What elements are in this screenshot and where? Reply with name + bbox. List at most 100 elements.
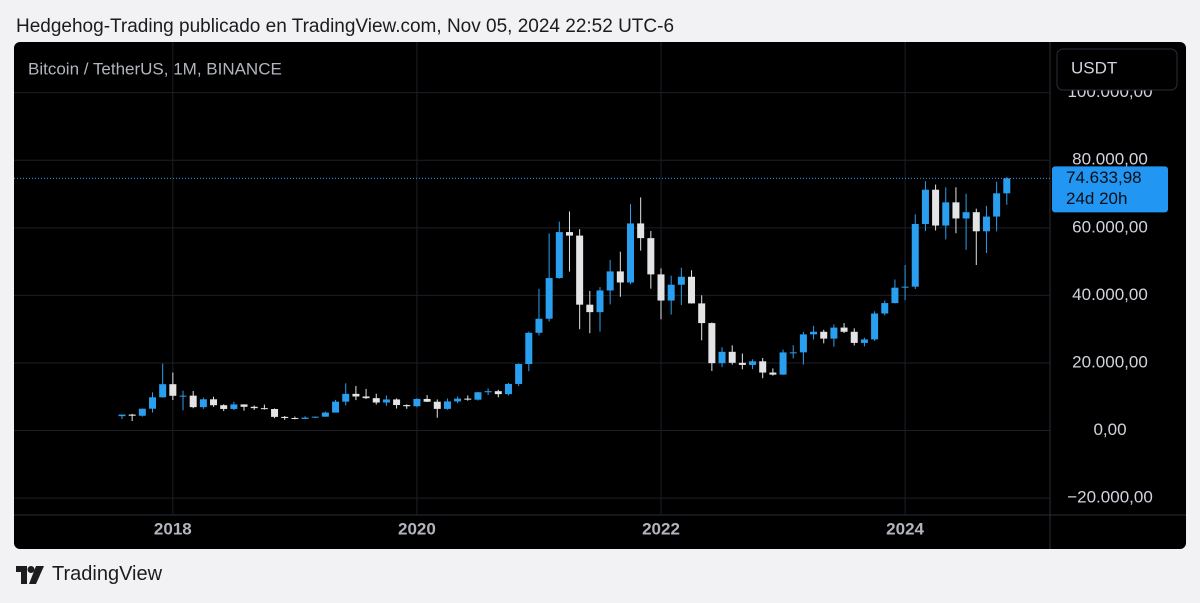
x-tick-label: 2024: [886, 519, 924, 538]
x-tick-label: 2020: [398, 519, 436, 538]
candle-body: [362, 396, 370, 399]
candle-body: [698, 303, 706, 324]
candle-body: [271, 409, 279, 417]
candle-body: [810, 331, 818, 335]
chart-panel: [14, 42, 1186, 549]
y-tick-label: −20.000,00: [1067, 488, 1153, 507]
candle-body: [372, 398, 380, 403]
last-price-box: [1052, 166, 1168, 213]
candle-body: [576, 235, 584, 305]
candle-body: [250, 406, 258, 409]
candle-body: [474, 392, 482, 400]
candle-body: [667, 284, 675, 301]
candle-body: [993, 193, 1001, 217]
candle-body: [260, 408, 268, 410]
y-tick-label: 0,00: [1093, 420, 1126, 439]
candle-body: [159, 384, 167, 398]
candle-body: [769, 372, 777, 375]
candle-body: [830, 327, 838, 339]
candle-body: [535, 318, 543, 333]
candle-body: [657, 274, 665, 301]
last-price-label: 74.633,98: [1066, 168, 1142, 187]
candle-body: [606, 271, 614, 291]
candle-body: [504, 383, 512, 395]
candle-body: [199, 399, 207, 408]
candle-body: [230, 404, 238, 409]
candle-body: [789, 352, 797, 354]
candle-body: [779, 352, 787, 375]
candle-body: [413, 398, 421, 407]
candle-body: [738, 362, 746, 365]
candle-body: [627, 223, 634, 283]
candle-body: [321, 412, 329, 417]
candle-body: [281, 416, 289, 419]
y-tick-label: 100.000,00: [1067, 82, 1152, 101]
candle-body: [982, 216, 990, 232]
brand-name: TradingView: [52, 563, 163, 585]
candle-body: [342, 393, 350, 402]
plot-area: −20.000,00 0,00 20.000,00 40.000,00 60.000,0…: [14, 42, 1153, 538]
candle-body: [972, 212, 980, 232]
x-tick-label: 2022: [642, 519, 680, 538]
currency-button[interactable]: [1056, 48, 1178, 91]
candle-body: [169, 384, 177, 396]
candle-body: [871, 313, 879, 340]
candle-body: [393, 399, 401, 406]
candle-body: [759, 361, 767, 373]
candle-body: [311, 416, 319, 418]
candle-body: [565, 232, 573, 236]
candle-body: [149, 397, 157, 409]
candle-body: [443, 401, 451, 409]
candle-body: [647, 238, 655, 275]
candle-body: [1003, 178, 1011, 194]
candle-body: [728, 351, 736, 363]
candle-body: [179, 395, 187, 397]
candle-body: [525, 332, 533, 364]
candle-body: [484, 391, 492, 393]
candle-body: [942, 202, 950, 226]
candle-body: [291, 418, 299, 420]
x-tick-label: 2018: [154, 519, 192, 538]
countdown-label: 24d 20h: [1066, 189, 1127, 208]
candle-body: [515, 363, 523, 384]
candle-body: [677, 276, 685, 285]
candle-body: [403, 405, 411, 407]
candle-body: [220, 405, 228, 409]
candle-body: [210, 399, 218, 406]
candle-body: [464, 398, 472, 400]
candle-body: [454, 398, 462, 402]
symbol-title: Bitcoin / TetherUS, 1M, BINANCE: [28, 59, 282, 78]
candle-body: [616, 271, 624, 283]
candle-body: [596, 290, 604, 313]
candle-body: [921, 189, 929, 225]
candle-body: [891, 287, 899, 304]
candle-body: [840, 327, 848, 332]
candle-body: [932, 189, 940, 226]
candle-body: [688, 276, 696, 304]
candle-body: [881, 303, 889, 314]
candle-body: [494, 391, 502, 395]
candle-body: [240, 404, 248, 407]
candle-body: [637, 223, 645, 239]
footer: TradingView: [16, 563, 162, 586]
candle-body: [718, 351, 726, 364]
candle-body: [555, 232, 563, 279]
y-tick-label: 40.000,00: [1072, 285, 1148, 304]
candle-body: [138, 408, 146, 416]
candle-body: [332, 401, 340, 413]
candle-body: [850, 331, 858, 343]
candle-body: [860, 339, 868, 343]
candle-body: [301, 417, 309, 419]
publish-header: Hedgehog-Trading publicado en TradingVie…: [16, 16, 675, 37]
candle-body: [901, 286, 909, 288]
candle-body: [189, 395, 197, 408]
candle-body: [962, 212, 970, 219]
y-tick-label: 80.000,00: [1072, 150, 1148, 169]
tradingview-logo: [16, 565, 44, 584]
candle-body: [708, 323, 716, 364]
currency-label[interactable]: USDT: [1071, 58, 1117, 77]
candle-body: [586, 304, 594, 313]
candle-body: [820, 331, 828, 339]
